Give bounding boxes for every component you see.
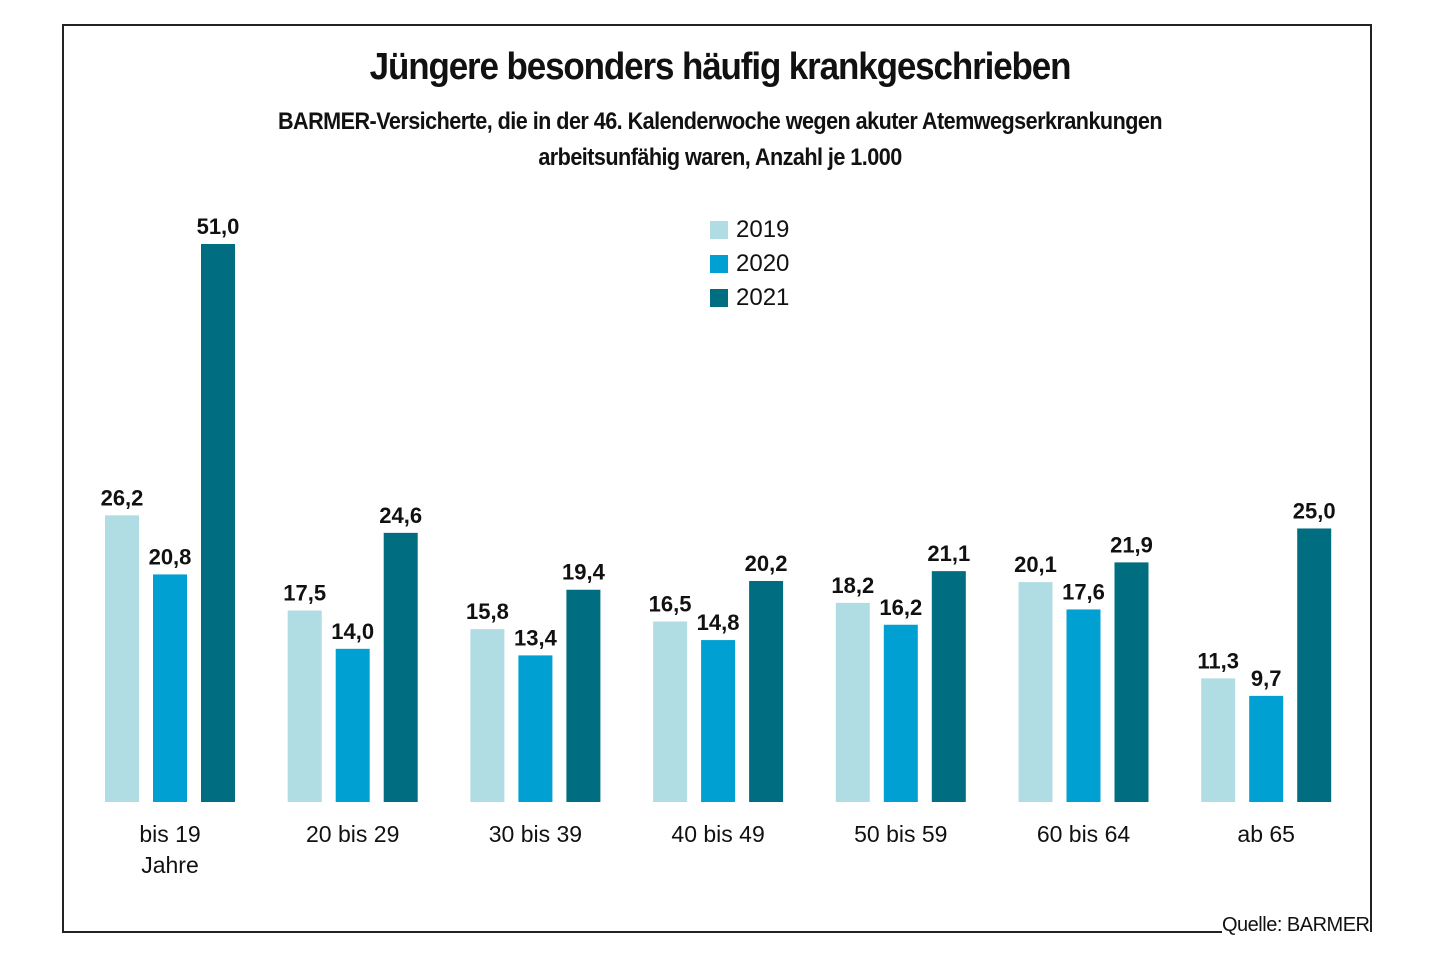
value-label-2021-5: 21,9 bbox=[1110, 532, 1153, 557]
value-label-2019-3: 16,5 bbox=[649, 591, 692, 616]
category-label-5: 60 bis 64 bbox=[1037, 821, 1131, 847]
bar-2019-3 bbox=[653, 621, 688, 802]
bar-2019-5 bbox=[1018, 582, 1053, 802]
value-label-2021-0: 51,0 bbox=[197, 214, 240, 239]
bar-2020-2 bbox=[518, 655, 553, 802]
legend-label-2020: 2020 bbox=[736, 250, 790, 277]
bar-2021-3 bbox=[749, 580, 784, 802]
value-label-2019-5: 20,1 bbox=[1014, 552, 1057, 577]
bar-2020-0 bbox=[153, 574, 187, 802]
value-label-2020-3: 14,8 bbox=[697, 610, 740, 635]
bar-2019-6 bbox=[1201, 678, 1236, 802]
bar-2020-5 bbox=[1066, 609, 1101, 802]
legend-swatch-2020 bbox=[710, 255, 728, 273]
bar-2019-1 bbox=[287, 610, 322, 802]
bar-2021-4 bbox=[931, 571, 966, 802]
value-label-2020-4: 16,2 bbox=[879, 595, 922, 620]
value-label-2020-6: 9,7 bbox=[1251, 666, 1282, 691]
value-label-2021-3: 20,2 bbox=[745, 551, 788, 576]
value-label-2020-1: 14,0 bbox=[331, 619, 374, 644]
category-label-0: bis 19 bbox=[139, 821, 200, 847]
value-label-2021-2: 19,4 bbox=[562, 560, 606, 585]
bar-2021-1 bbox=[383, 532, 418, 802]
value-label-2019-4: 18,2 bbox=[831, 573, 874, 598]
value-label-2021-1: 24,6 bbox=[379, 503, 422, 528]
chart-subtitle-line-2: arbeitsunfähig waren, Anzahl je 1.000 bbox=[538, 144, 902, 171]
bar-2021-6 bbox=[1297, 528, 1332, 802]
bar-2021-0 bbox=[201, 244, 235, 802]
bar-2019-2 bbox=[470, 629, 505, 802]
bar-2021-5 bbox=[1114, 562, 1149, 802]
category-label-0-line-1: Jahre bbox=[141, 852, 199, 878]
bar-2020-4 bbox=[883, 624, 918, 802]
value-label-2021-4: 21,1 bbox=[927, 541, 970, 566]
value-label-2019-6: 11,3 bbox=[1197, 648, 1239, 673]
legend-label-2021: 2021 bbox=[736, 284, 790, 311]
chart-title: Jüngere besonders häufig krankgeschriebe… bbox=[369, 46, 1072, 88]
value-label-2020-2: 13,4 bbox=[514, 625, 558, 650]
category-label-1: 20 bis 29 bbox=[306, 821, 399, 847]
source-note: Quelle: BARMER bbox=[1222, 914, 1370, 936]
category-label-3: 40 bis 49 bbox=[671, 821, 764, 847]
legend-label-2019: 2019 bbox=[736, 216, 790, 243]
legend-swatch-2019 bbox=[710, 221, 728, 239]
chart-frame-bottom-rule bbox=[62, 931, 1222, 933]
bar-2021-2 bbox=[566, 589, 601, 802]
value-label-2019-0: 26,2 bbox=[101, 485, 144, 510]
value-label-2021-6: 25,0 bbox=[1293, 498, 1336, 523]
category-label-4: 50 bis 59 bbox=[854, 821, 947, 847]
category-label-2: 30 bis 39 bbox=[489, 821, 582, 847]
value-label-2019-2: 15,8 bbox=[466, 599, 509, 624]
value-label-2020-0: 20,8 bbox=[149, 544, 192, 569]
chart-frame bbox=[62, 24, 1372, 932]
bar-2020-3 bbox=[701, 640, 736, 802]
category-label-6: ab 65 bbox=[1237, 821, 1295, 847]
bar-2019-4 bbox=[835, 602, 870, 802]
legend-swatch-2021 bbox=[710, 289, 728, 307]
value-label-2020-5: 17,6 bbox=[1062, 579, 1105, 604]
value-label-2019-1: 17,5 bbox=[283, 581, 326, 606]
bar-2020-6 bbox=[1249, 695, 1284, 802]
bar-2020-1 bbox=[335, 648, 370, 802]
bar-2019-0 bbox=[105, 515, 139, 802]
chart-subtitle-line-1: BARMER-Versicherte, die in der 46. Kalen… bbox=[277, 108, 1163, 135]
